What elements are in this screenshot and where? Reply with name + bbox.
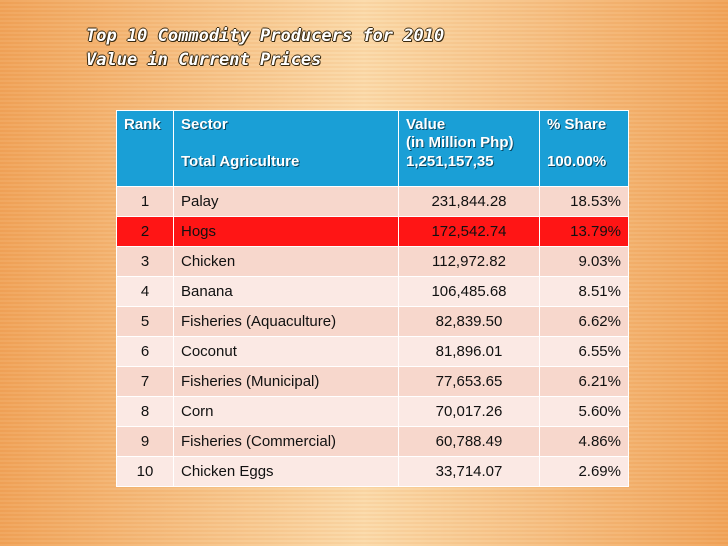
title-line-1: Top 10 Commodity Producers for 2010 (86, 26, 445, 46)
header-share: % Share 100.00% (539, 110, 629, 187)
value-cell: 33,714.07 (398, 456, 540, 487)
table-row: 2 Hogs 172,542.74 13.79% (116, 216, 629, 247)
value-cell: 70,017.26 (398, 396, 540, 427)
sector-cell: Chicken Eggs (173, 456, 399, 487)
share-cell: 6.62% (539, 306, 629, 337)
share-cell: 5.60% (539, 396, 629, 427)
title-line-2: Value in Current Prices (86, 50, 322, 70)
value-cell: 82,839.50 (398, 306, 540, 337)
rank-cell: 3 (116, 246, 174, 277)
table-row: 5 Fisheries (Aquaculture) 82,839.50 6.62% (116, 306, 629, 337)
sector-cell: Coconut (173, 336, 399, 367)
header-sector: Sector Total Agriculture (173, 110, 399, 187)
table-body: 1 Palay 231,844.28 18.53% 2 Hogs 172,542.74 13.… (116, 186, 629, 487)
share-cell: 13.79% (539, 216, 629, 247)
table-row: 3 Chicken 112,972.82 9.03% (116, 246, 629, 277)
value-cell: 112,972.82 (398, 246, 540, 277)
table-row: 7 Fisheries (Municipal) 77,653.65 6.21% (116, 366, 629, 397)
header-rank: Rank (116, 110, 174, 187)
value-cell: 81,896.01 (398, 336, 540, 367)
rank-cell: 5 (116, 306, 174, 337)
sector-cell: Hogs (173, 216, 399, 247)
rank-cell: 1 (116, 186, 174, 217)
share-cell: 8.51% (539, 276, 629, 307)
sector-cell: Banana (173, 276, 399, 307)
share-cell: 4.86% (539, 426, 629, 457)
sector-cell: Chicken (173, 246, 399, 277)
sector-cell: Fisheries (Commercial) (173, 426, 399, 457)
share-cell: 6.21% (539, 366, 629, 397)
rank-cell: 7 (116, 366, 174, 397)
table-row: 10 Chicken Eggs 33,714.07 2.69% (116, 456, 629, 487)
rank-cell: 10 (116, 456, 174, 487)
header-value-unit: (in Million Php) (406, 134, 514, 151)
header-value-total: 1,251,157,35 (406, 153, 494, 170)
value-cell: 77,653.65 (398, 366, 540, 397)
value-cell: 231,844.28 (398, 186, 540, 217)
sector-cell: Fisheries (Municipal) (173, 366, 399, 397)
table-header-row: Rank Sector Total Agriculture Value (in … (116, 110, 629, 187)
header-value: Value (in Million Php) 1,251,157,35 (398, 110, 540, 187)
share-cell: 9.03% (539, 246, 629, 277)
table-row: 4 Banana 106,485.68 8.51% (116, 276, 629, 307)
header-total-agriculture: Total Agriculture (181, 153, 300, 170)
sector-cell: Fisheries (Aquaculture) (173, 306, 399, 337)
slide-title: Top 10 Commodity Producers for 2010 Valu… (86, 24, 444, 72)
share-cell: 6.55% (539, 336, 629, 367)
value-cell: 106,485.68 (398, 276, 540, 307)
table-row: 6 Coconut 81,896.01 6.55% (116, 336, 629, 367)
rank-cell: 2 (116, 216, 174, 247)
table-row: 1 Palay 231,844.28 18.53% (116, 186, 629, 217)
share-cell: 2.69% (539, 456, 629, 487)
share-cell: 18.53% (539, 186, 629, 217)
rank-cell: 9 (116, 426, 174, 457)
value-cell: 60,788.49 (398, 426, 540, 457)
header-share-total: 100.00% (547, 153, 607, 170)
value-cell: 172,542.74 (398, 216, 540, 247)
commodity-table: Rank Sector Total Agriculture Value (in … (116, 110, 629, 487)
table-row: 8 Corn 70,017.26 5.60% (116, 396, 629, 427)
sector-cell: Corn (173, 396, 399, 427)
rank-cell: 4 (116, 276, 174, 307)
sector-cell: Palay (173, 186, 399, 217)
table-row: 9 Fisheries (Commercial) 60,788.49 4.86% (116, 426, 629, 457)
rank-cell: 6 (116, 336, 174, 367)
rank-cell: 8 (116, 396, 174, 427)
